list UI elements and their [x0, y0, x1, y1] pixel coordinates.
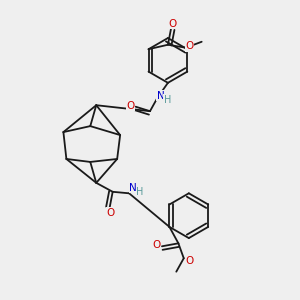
Text: H: H — [136, 187, 143, 197]
Text: N: N — [157, 91, 164, 101]
Text: H: H — [164, 95, 171, 105]
Text: O: O — [152, 240, 160, 250]
Text: O: O — [185, 256, 194, 266]
Text: O: O — [168, 19, 176, 28]
Text: O: O — [127, 101, 135, 111]
Text: N: N — [129, 183, 137, 193]
Text: O: O — [106, 208, 114, 218]
Text: O: O — [186, 41, 194, 51]
